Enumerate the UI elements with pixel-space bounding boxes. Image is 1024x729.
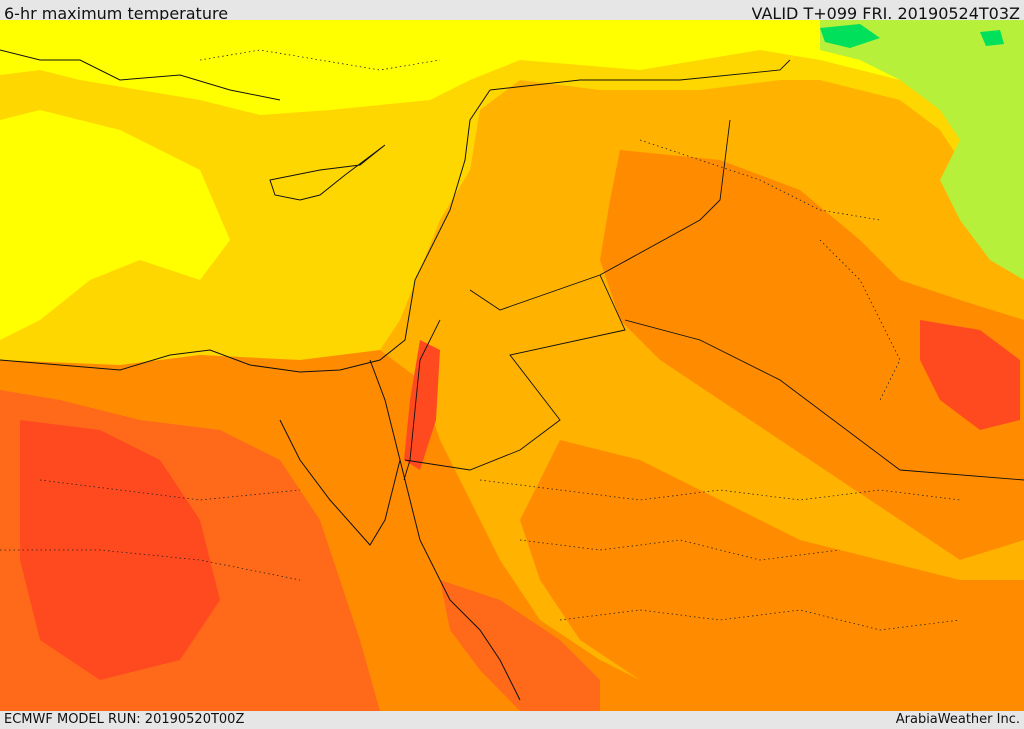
country-borders <box>403 59 1024 481</box>
hot-region-egypt-core <box>20 420 220 680</box>
orange-region-arabia <box>520 440 1024 711</box>
hot-region-iraq <box>920 320 1020 430</box>
coastlines <box>0 49 521 701</box>
hot-region-jordan-valley <box>404 340 440 470</box>
yellow-region-sea <box>0 110 230 340</box>
temperature-map <box>0 20 1024 711</box>
valid-time-label: VALID T+099 FRI. 20190524T03Z <box>751 4 1020 20</box>
green-region-northeast <box>820 20 1024 280</box>
map-title: 6-hr maximum temperature <box>4 4 229 20</box>
footer-bar: ECMWF MODEL RUN: 20190520T00Z ArabiaWeat… <box>0 711 1024 729</box>
province-lines <box>0 49 961 631</box>
hot-region-hejaz <box>440 580 600 711</box>
yellow-region-top <box>0 20 1024 115</box>
orange-region-east <box>600 150 1024 560</box>
cool-spot-1 <box>820 24 880 48</box>
cool-spot-2 <box>980 30 1004 46</box>
model-run-label: ECMWF MODEL RUN: 20190520T00Z <box>4 712 245 727</box>
credit-label: ArabiaWeather Inc. <box>895 712 1020 727</box>
